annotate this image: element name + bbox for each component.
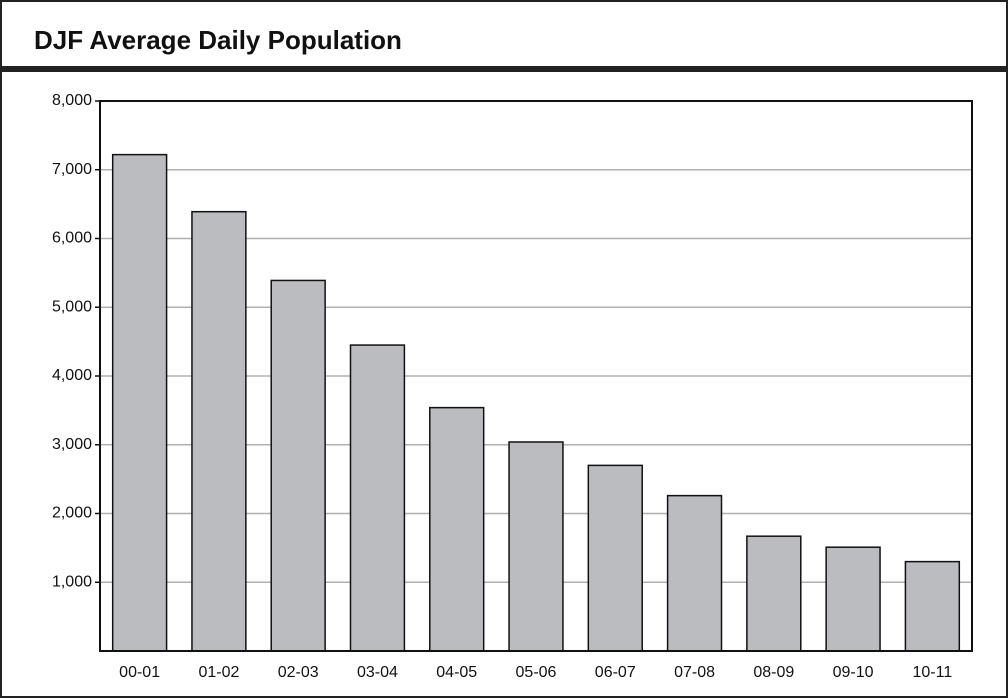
bar [111,153,168,652]
bar [349,344,406,652]
y-tick-label: 6,000 [52,230,92,247]
bar [191,210,247,652]
x-tick-label: 03-04 [357,664,398,681]
y-tick-label: 4,000 [52,367,92,384]
x-tick-label: 09-10 [833,664,874,681]
x-tick-label: 04-05 [436,664,477,681]
x-tick-label: 10-11 [912,664,952,681]
x-tick-label: 05-06 [516,664,557,681]
plot-area: 1,000 2,000 3,000 4,000 5,000 6,000 7,000 8,000… [52,92,972,681]
x-tick-label: 02-03 [278,664,319,681]
bar [825,546,881,652]
bar [587,464,643,652]
x-tick-label: 01-02 [198,664,239,681]
plot-frame [99,100,973,652]
x-tick-label: 00-01 [119,664,160,681]
title-rule [0,66,1008,72]
y-tick-label: 8,000 [52,92,92,109]
y-tick-label: 7,000 [52,161,92,178]
chart-title: DJF Average Daily Population [34,25,402,55]
x-tick-label: 08-09 [753,664,794,681]
x-tick-label: 07-08 [674,664,715,681]
y-tick-label: 3,000 [52,436,92,453]
bar [666,494,723,652]
y-tick-label: 2,000 [52,505,92,522]
x-tick-label: 06-07 [595,664,636,681]
bar [429,406,485,652]
y-tick-label: 5,000 [52,298,92,315]
bar [508,441,564,652]
bar [746,535,802,652]
bar [904,560,961,652]
bar [270,279,326,652]
y-tick-label: 1,000 [52,573,92,590]
